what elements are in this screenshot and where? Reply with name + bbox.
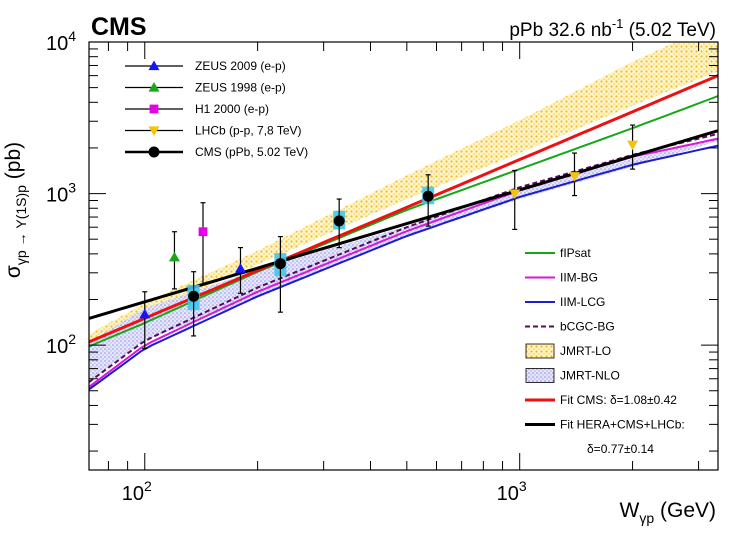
series-h1-2000-e-p bbox=[198, 202, 208, 286]
data-point bbox=[333, 215, 345, 227]
y-tick-label: 103 bbox=[46, 180, 76, 207]
plot-area bbox=[89, 42, 718, 391]
data-point bbox=[568, 172, 580, 182]
legend-entry: ZEUS 2009 (e-p) bbox=[125, 59, 286, 73]
legend-marker bbox=[148, 82, 160, 92]
legend-swatch bbox=[525, 343, 555, 359]
data-point bbox=[274, 258, 286, 270]
legend-label: IIM-BG bbox=[560, 271, 598, 285]
legend-data-series: ZEUS 2009 (e-p) ZEUS 1998 (e-p) H1 2000 (e… bbox=[125, 59, 308, 159]
axis-ticks: 102 103 102 103 104 bbox=[46, 28, 718, 505]
experiment-label: CMS bbox=[91, 13, 147, 41]
series-lhcb-p-p-7-8-tev bbox=[509, 124, 639, 231]
luminosity-exponent: -1 bbox=[612, 16, 624, 31]
band-jmrt-nlo bbox=[89, 137, 718, 383]
curve-fit-cms-1-08-0-42 bbox=[89, 74, 718, 344]
band-jmrt-lo bbox=[89, 42, 718, 346]
series-cms-ppb-5-02-tev bbox=[187, 174, 435, 337]
data-point bbox=[627, 140, 639, 151]
curve-bcgc-bg bbox=[89, 132, 718, 383]
legend-marker bbox=[148, 126, 160, 136]
data-point bbox=[188, 290, 200, 302]
data-point bbox=[198, 227, 208, 237]
curve-iim-bg bbox=[89, 137, 718, 388]
legend-label: CMS (pPb, 5.02 TeV) bbox=[195, 145, 308, 159]
legend-label: fIPsat bbox=[560, 246, 591, 260]
series-zeus-1998-e-p bbox=[168, 231, 180, 290]
legend-entry: Fit HERA+CMS+LHCb: bbox=[525, 418, 685, 432]
legend-entry: bCGC-BG bbox=[525, 320, 615, 334]
data-point bbox=[234, 263, 246, 273]
legend-label: ZEUS 2009 (e-p) bbox=[195, 59, 286, 73]
legend-label: Fit HERA+CMS+LHCb: bbox=[560, 418, 685, 432]
data-point bbox=[509, 189, 521, 200]
y-axis-title: σγp → Υ(1S)p (pb) bbox=[2, 142, 29, 278]
legend-entry: fIPsat bbox=[525, 246, 591, 260]
data-point bbox=[139, 308, 151, 319]
legend-entry: δ=0.77±0.14 bbox=[587, 442, 654, 456]
legend-entry: H1 2000 (e-p) bbox=[125, 102, 269, 116]
data-point bbox=[168, 251, 180, 262]
legend-entry: LHCb (p-p, 7,8 TeV) bbox=[125, 124, 302, 138]
model-curves bbox=[89, 74, 718, 391]
series-zeus-2009-e-p bbox=[139, 247, 246, 350]
legend-marker bbox=[149, 104, 159, 114]
legend-entry: CMS (pPb, 5.02 TeV) bbox=[125, 145, 308, 159]
legend-entry: JMRT-NLO bbox=[525, 368, 620, 383]
plot-frame bbox=[88, 41, 719, 471]
x-tick-label: 103 bbox=[497, 478, 527, 505]
legend-label: ZEUS 1998 (e-p) bbox=[195, 81, 286, 95]
legend-entry: ZEUS 1998 (e-p) bbox=[125, 81, 286, 95]
legend-swatch bbox=[525, 368, 555, 383]
x-axis-title: Wγp (GeV) bbox=[620, 499, 716, 526]
legend-label: LHCb (p-p, 7,8 TeV) bbox=[195, 124, 302, 138]
legend-marker bbox=[148, 60, 160, 71]
luminosity-label: pPb 32.6 nb-1 (5.02 TeV) bbox=[509, 16, 716, 41]
legend-label: JMRT-LO bbox=[560, 344, 611, 358]
legend-entry: JMRT-LO bbox=[525, 343, 611, 359]
legend-label: H1 2000 (e-p) bbox=[195, 102, 269, 116]
y-tick-label: 104 bbox=[46, 28, 76, 55]
legend-label: Fit CMS: δ=1.08±0.42 bbox=[560, 393, 677, 407]
y-tick-label: 102 bbox=[46, 331, 76, 358]
legend-label: JMRT-NLO bbox=[560, 369, 620, 383]
legend-marker bbox=[148, 146, 160, 158]
curve-fit-hera-cms-lhcb-0-77-0-14 bbox=[89, 129, 718, 320]
legend-entry: Fit CMS: δ=1.08±0.42 bbox=[525, 393, 677, 407]
data-points bbox=[139, 124, 639, 350]
x-tick-label: 102 bbox=[122, 478, 152, 505]
model-bands bbox=[89, 42, 718, 383]
data-point bbox=[422, 190, 434, 202]
legend-models: fIPsat IIM-BG IIM-LCG bCGC-BG JMRT-LO JMRT-NL… bbox=[525, 246, 685, 456]
legend-label: δ=0.77±0.14 bbox=[587, 442, 654, 456]
legend-label: bCGC-BG bbox=[560, 320, 615, 334]
legend-label: IIM-LCG bbox=[560, 295, 605, 309]
legend-entry: IIM-LCG bbox=[525, 295, 605, 309]
legend-entry: IIM-BG bbox=[525, 271, 598, 285]
